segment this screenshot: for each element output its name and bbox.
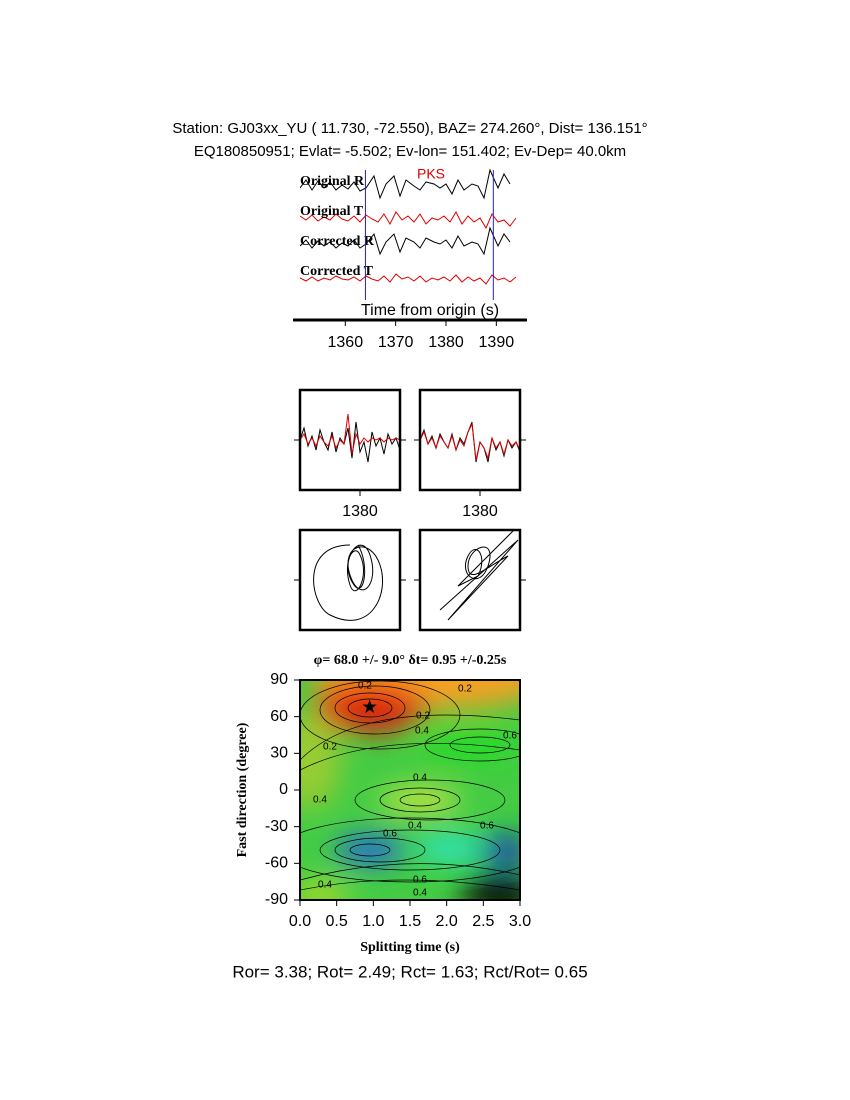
trace — [300, 226, 511, 256]
footer-stats: Ror= 3.38; Rot= 2.49; Rct= 1.63; Rct/Rot… — [232, 962, 587, 981]
header-line: Station: GJ03xx_YU ( 11.730, -72.550), B… — [172, 120, 647, 137]
trace-label: Corrected R — [300, 234, 375, 249]
panel-traces — [300, 413, 400, 463]
contour-label: 0.2 — [458, 684, 472, 695]
header-line: EQ180850951; Evlat= -5.502; Ev-lon= 151.… — [194, 143, 626, 160]
contour-label: 0.4 — [313, 795, 327, 806]
x-tick-label: 1380 — [342, 503, 378, 520]
y-tick-label: -90 — [265, 891, 288, 908]
trace — [300, 413, 400, 455]
y-tick-label: -30 — [265, 818, 288, 835]
trace — [300, 421, 400, 463]
trace — [313, 544, 384, 621]
contour-label: 0.4 — [318, 880, 332, 891]
contour-label: 0.2 — [323, 742, 337, 753]
x-tick-label: 1.0 — [362, 913, 384, 930]
x-tick-label: 0.5 — [326, 913, 348, 930]
y-tick-label: 60 — [270, 708, 288, 725]
x-tick-label: 0.0 — [289, 913, 311, 930]
trace — [300, 210, 517, 230]
trace — [300, 273, 517, 285]
x-tick-label: 1380 — [462, 503, 498, 520]
contour-label: 0.6 — [383, 829, 397, 840]
y-tick-label: 30 — [270, 745, 288, 762]
result-title: φ= 68.0 +/- 9.0° δt= 0.95 +/-0.25s — [314, 653, 507, 668]
contour-label: 0.6 — [480, 821, 494, 832]
contour-label: 0.6 — [503, 731, 517, 742]
y-tick-label: 90 — [270, 671, 288, 688]
phase-label: PKS — [417, 166, 445, 182]
trace — [300, 168, 511, 200]
contour-label: 0.2 — [358, 681, 372, 692]
x-tick-label: 1.5 — [399, 913, 421, 930]
panel-traces — [420, 421, 520, 463]
x-tick-label: 1390 — [479, 334, 515, 351]
y-tick-label: 0 — [279, 781, 288, 798]
y-axis-label: Fast direction (degree) — [235, 722, 250, 857]
contour-label: 0.4 — [408, 821, 422, 832]
contour-label: 0.4 — [413, 773, 427, 784]
waveforms — [300, 168, 517, 285]
trace-label: Original T — [300, 204, 364, 219]
best-fit-star — [362, 699, 377, 713]
contour-label: 0.6 — [413, 875, 427, 886]
y-tick-label: -60 — [265, 855, 288, 872]
x-tick-label: 1380 — [428, 334, 464, 351]
trace — [420, 422, 520, 461]
particle-motion — [439, 530, 519, 621]
x-tick-label: 1370 — [378, 334, 414, 351]
panel-frame — [418, 388, 522, 492]
contour-label: 0.4 — [413, 888, 427, 899]
trace — [439, 530, 519, 621]
contour-label: 0.2 — [416, 711, 430, 722]
x-axis-label: Splitting time (s) — [360, 940, 460, 955]
x-tick-label: 2.0 — [436, 913, 458, 930]
x-axis-label: Time from origin (s) — [361, 302, 499, 319]
contour-label: 0.4 — [415, 726, 429, 737]
x-tick-label: 2.5 — [472, 913, 494, 930]
x-tick-label: 3.0 — [509, 913, 531, 930]
trace-label: Corrected T — [300, 264, 374, 279]
particle-motion — [313, 544, 384, 621]
trace-label: Original R — [300, 174, 365, 189]
x-tick-label: 1360 — [328, 334, 364, 351]
